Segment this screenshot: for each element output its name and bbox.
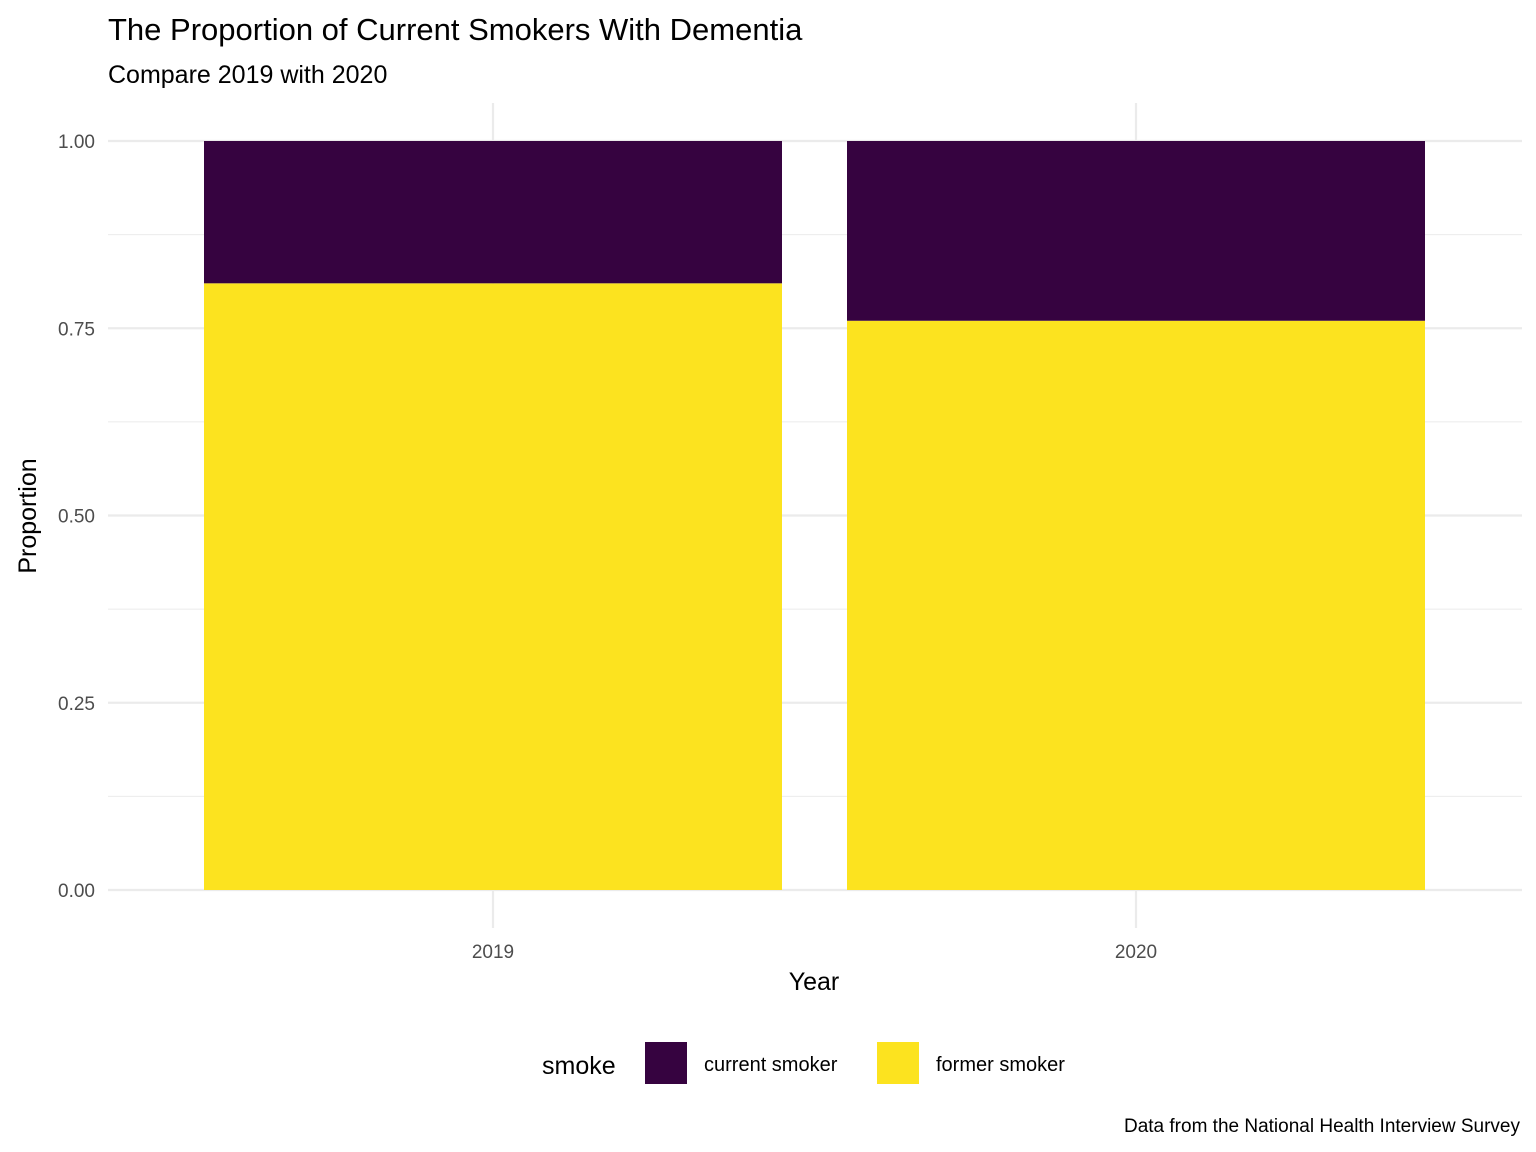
chart-subtitle: Compare 2019 with 2020 — [108, 61, 387, 89]
legend: smoke current smoker former smoker — [542, 1042, 1065, 1084]
legend-label: current smoker — [704, 1054, 838, 1076]
x-tick-labels: 2019 2020 — [472, 942, 1157, 963]
x-axis-title: Year — [789, 968, 840, 996]
y-tick-labels: 0.00 0.25 0.50 0.75 1.00 — [58, 132, 95, 902]
legend-key-former-smoker — [877, 1042, 919, 1084]
y-tick-label: 0.00 — [58, 881, 95, 902]
x-tick-label: 2019 — [472, 942, 514, 963]
y-axis-title: Proportion — [14, 458, 42, 573]
bar-former-smoker-2019 — [204, 283, 782, 890]
bar-former-smoker-2020 — [847, 320, 1425, 890]
legend-label: former smoker — [936, 1054, 1065, 1076]
bar-current-smoker-2019 — [204, 141, 782, 284]
y-tick-label: 0.25 — [58, 694, 95, 715]
legend-title: smoke — [542, 1052, 616, 1080]
bar-current-smoker-2020 — [847, 141, 1425, 321]
chart-title: The Proportion of Current Smokers With D… — [108, 12, 803, 47]
y-tick-label: 0.50 — [58, 507, 95, 528]
legend-key-current-smoker — [645, 1042, 687, 1084]
x-tick-label: 2020 — [1115, 942, 1157, 963]
y-tick-label: 0.75 — [58, 319, 95, 340]
caption: Data from the National Health Interview … — [1124, 1116, 1521, 1137]
bars — [204, 141, 1425, 890]
y-tick-label: 1.00 — [58, 132, 95, 153]
